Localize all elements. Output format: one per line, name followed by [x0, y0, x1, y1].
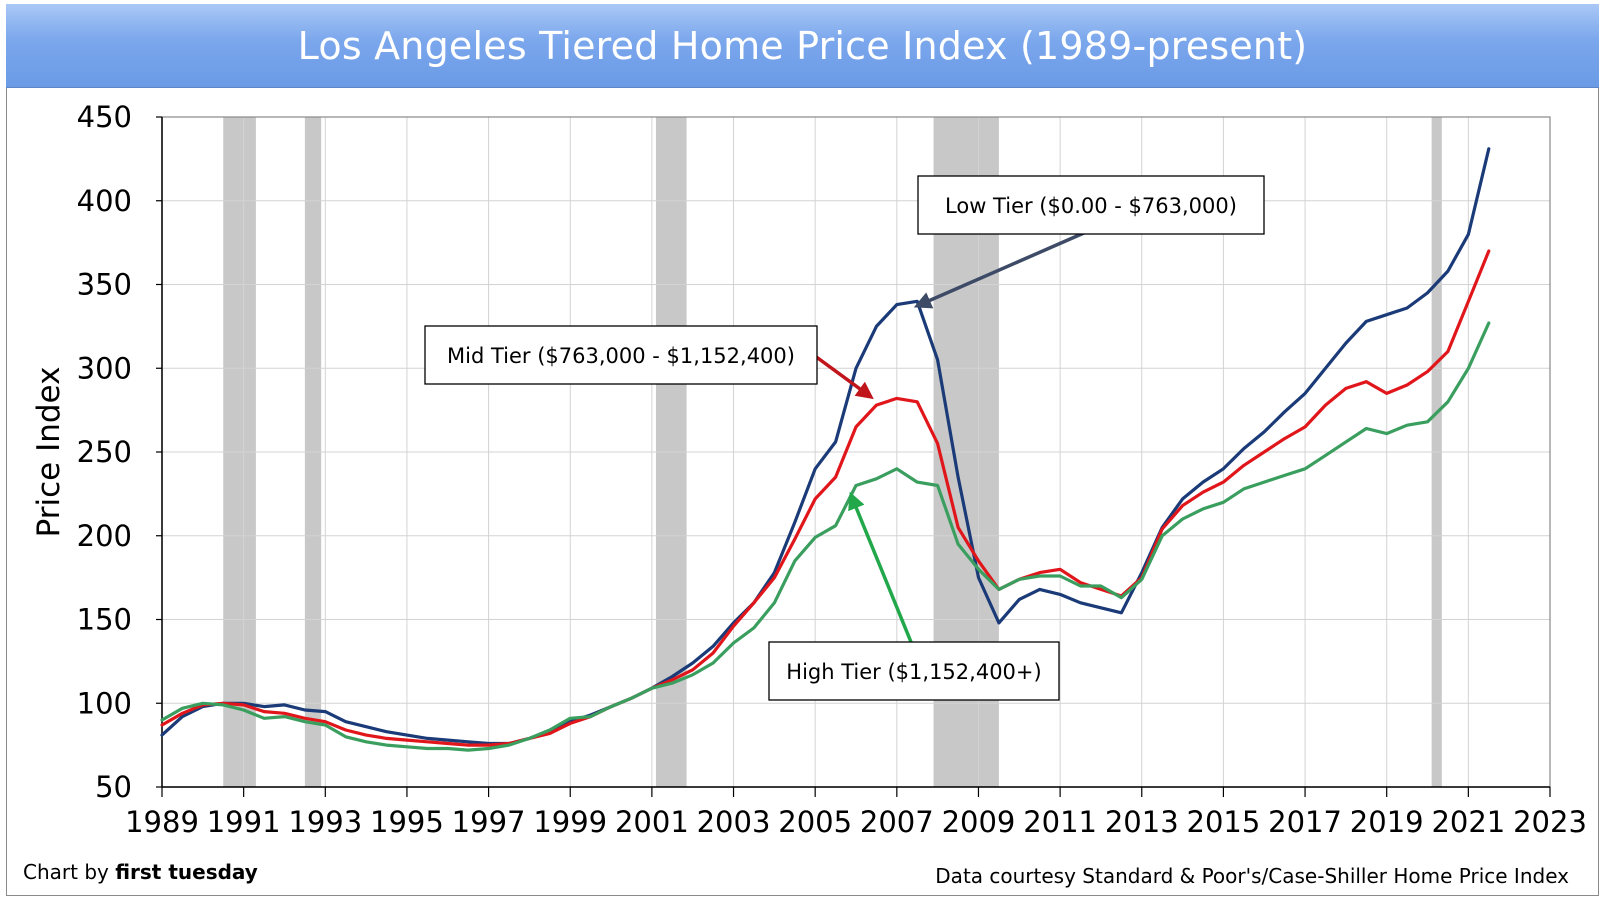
series-line-1: [160, 147, 1491, 746]
callout-box-1: [917, 175, 1265, 235]
chart-title-bar: Los Angeles Tiered Home Price Index (198…: [6, 4, 1599, 88]
callout-label-1: Low Tier ($0.00 - $763,000): [945, 194, 1237, 218]
y-tick-label: 300: [77, 351, 132, 385]
callout-arrow-2: [813, 354, 874, 400]
x-tick-label: 1995: [370, 805, 444, 839]
chart-title: Los Angeles Tiered Home Price Index (198…: [297, 23, 1308, 68]
callouts: Low Tier ($0.00 - $763,000) Mid Tier ($76…: [424, 175, 1265, 701]
x-tick-label: 2017: [1268, 805, 1342, 839]
y-tick-label: 400: [77, 184, 132, 218]
series-lines: [160, 147, 1491, 752]
x-tick-label: 1993: [288, 805, 362, 839]
x-tick-label: 1989: [125, 805, 199, 839]
x-tick-label: 1997: [452, 805, 526, 839]
x-tick-label: 2021: [1431, 805, 1505, 839]
callout-arrow-1: [913, 227, 1094, 309]
series-line-3: [160, 321, 1491, 752]
x-tick-label: 2019: [1350, 805, 1424, 839]
series-line-2: [160, 249, 1491, 747]
y-axis-label: Price Index: [31, 367, 67, 538]
y-tick-label: 50: [95, 770, 132, 804]
x-tick-label: 2009: [942, 805, 1016, 839]
y-tick-label: 250: [77, 435, 132, 469]
y-tick-label: 100: [77, 686, 132, 720]
callout-label-2: Mid Tier ($763,000 - $1,152,400): [447, 344, 795, 368]
callout-label-3: High Tier ($1,152,400+): [786, 660, 1041, 684]
y-tick-label: 450: [77, 100, 132, 134]
x-tick-label: 2015: [1187, 805, 1261, 839]
x-tick-label: 2001: [615, 805, 689, 839]
x-tick-label: 2005: [778, 805, 852, 839]
data-source-note: Data courtesy Standard & Poor's/Case-Shi…: [935, 864, 1569, 888]
x-tick-label: 2011: [1023, 805, 1097, 839]
y-tick-label: 150: [77, 603, 132, 637]
callout-arrow-3: [848, 491, 913, 643]
chart-credit-prefix: Chart by: [23, 860, 116, 884]
x-tick-label: 2003: [697, 805, 771, 839]
x-tick-label: 1999: [533, 805, 607, 839]
callout-box-2: [424, 325, 818, 385]
x-tick-label: 2013: [1105, 805, 1179, 839]
x-tick-label: 1991: [207, 805, 281, 839]
callout-box-3: [768, 641, 1060, 701]
x-tick-label: 2023: [1513, 805, 1587, 839]
chart-credit: Chart by first tuesday: [23, 860, 258, 884]
x-tick-label: 2007: [860, 805, 934, 839]
data-source-text: Data courtesy Standard & Poor's/Case-Shi…: [935, 864, 1569, 888]
y-tick-label: 200: [77, 519, 132, 553]
y-tick-label: 350: [77, 268, 132, 302]
chart-credit-brand: first tuesday: [115, 860, 258, 884]
